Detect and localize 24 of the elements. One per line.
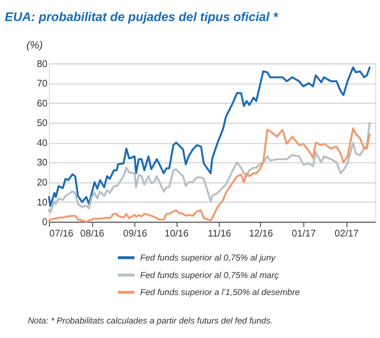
y-tick-label: 50 [36,118,48,130]
legend-label: Fed funds superior al 0,75% al març [140,270,280,280]
y-tick-label: 20 [36,178,48,189]
y-tick-label: 30 [36,158,48,169]
x-tick-label: 11/16 [208,228,232,240]
y-axis-title: (%) [26,40,43,52]
x-tick-label: 01/17 [292,228,316,240]
x-tick-label: 12/16 [248,228,273,240]
legend-label: Fed funds superior al 0,75% al juny [140,252,276,263]
x-tick-label: 10/16 [164,228,189,240]
y-tick-label: 10 [36,197,48,208]
legend-label: Fed funds superior a l’1,50% al desembre [140,287,300,298]
y-tick-label: 0 [42,217,48,228]
x-tick-label: 07/16 [49,228,74,240]
line-series [48,66,371,207]
x-tick-label: 08/16 [80,228,104,240]
x-tick-label: 09/16 [123,228,148,240]
text: Nota: * Probabilitats calculades a partir dels futurs del fed funds. [28,315,273,326]
y-tick-label: 60 [36,98,48,110]
chart-title: EUA: probabilitat de pujades del tipus oficial * [4,10,279,24]
y-tick-label: 40 [36,138,48,149]
y-tick-label: 70 [36,78,48,90]
y-tick-label: 80 [36,58,48,70]
x-tick-label: 02/17 [334,228,359,240]
